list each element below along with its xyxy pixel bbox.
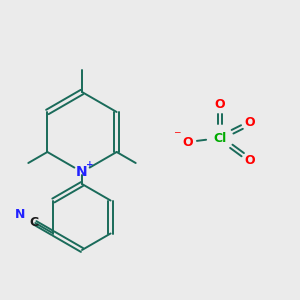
Text: N: N xyxy=(14,208,25,220)
Text: O: O xyxy=(245,154,255,166)
Text: C: C xyxy=(29,215,38,229)
Text: −: − xyxy=(173,128,181,136)
Text: N: N xyxy=(76,165,88,179)
Text: +: + xyxy=(86,160,93,169)
Text: O: O xyxy=(183,136,193,148)
Text: O: O xyxy=(245,116,255,130)
Text: Cl: Cl xyxy=(213,131,226,145)
Text: O: O xyxy=(215,98,225,112)
